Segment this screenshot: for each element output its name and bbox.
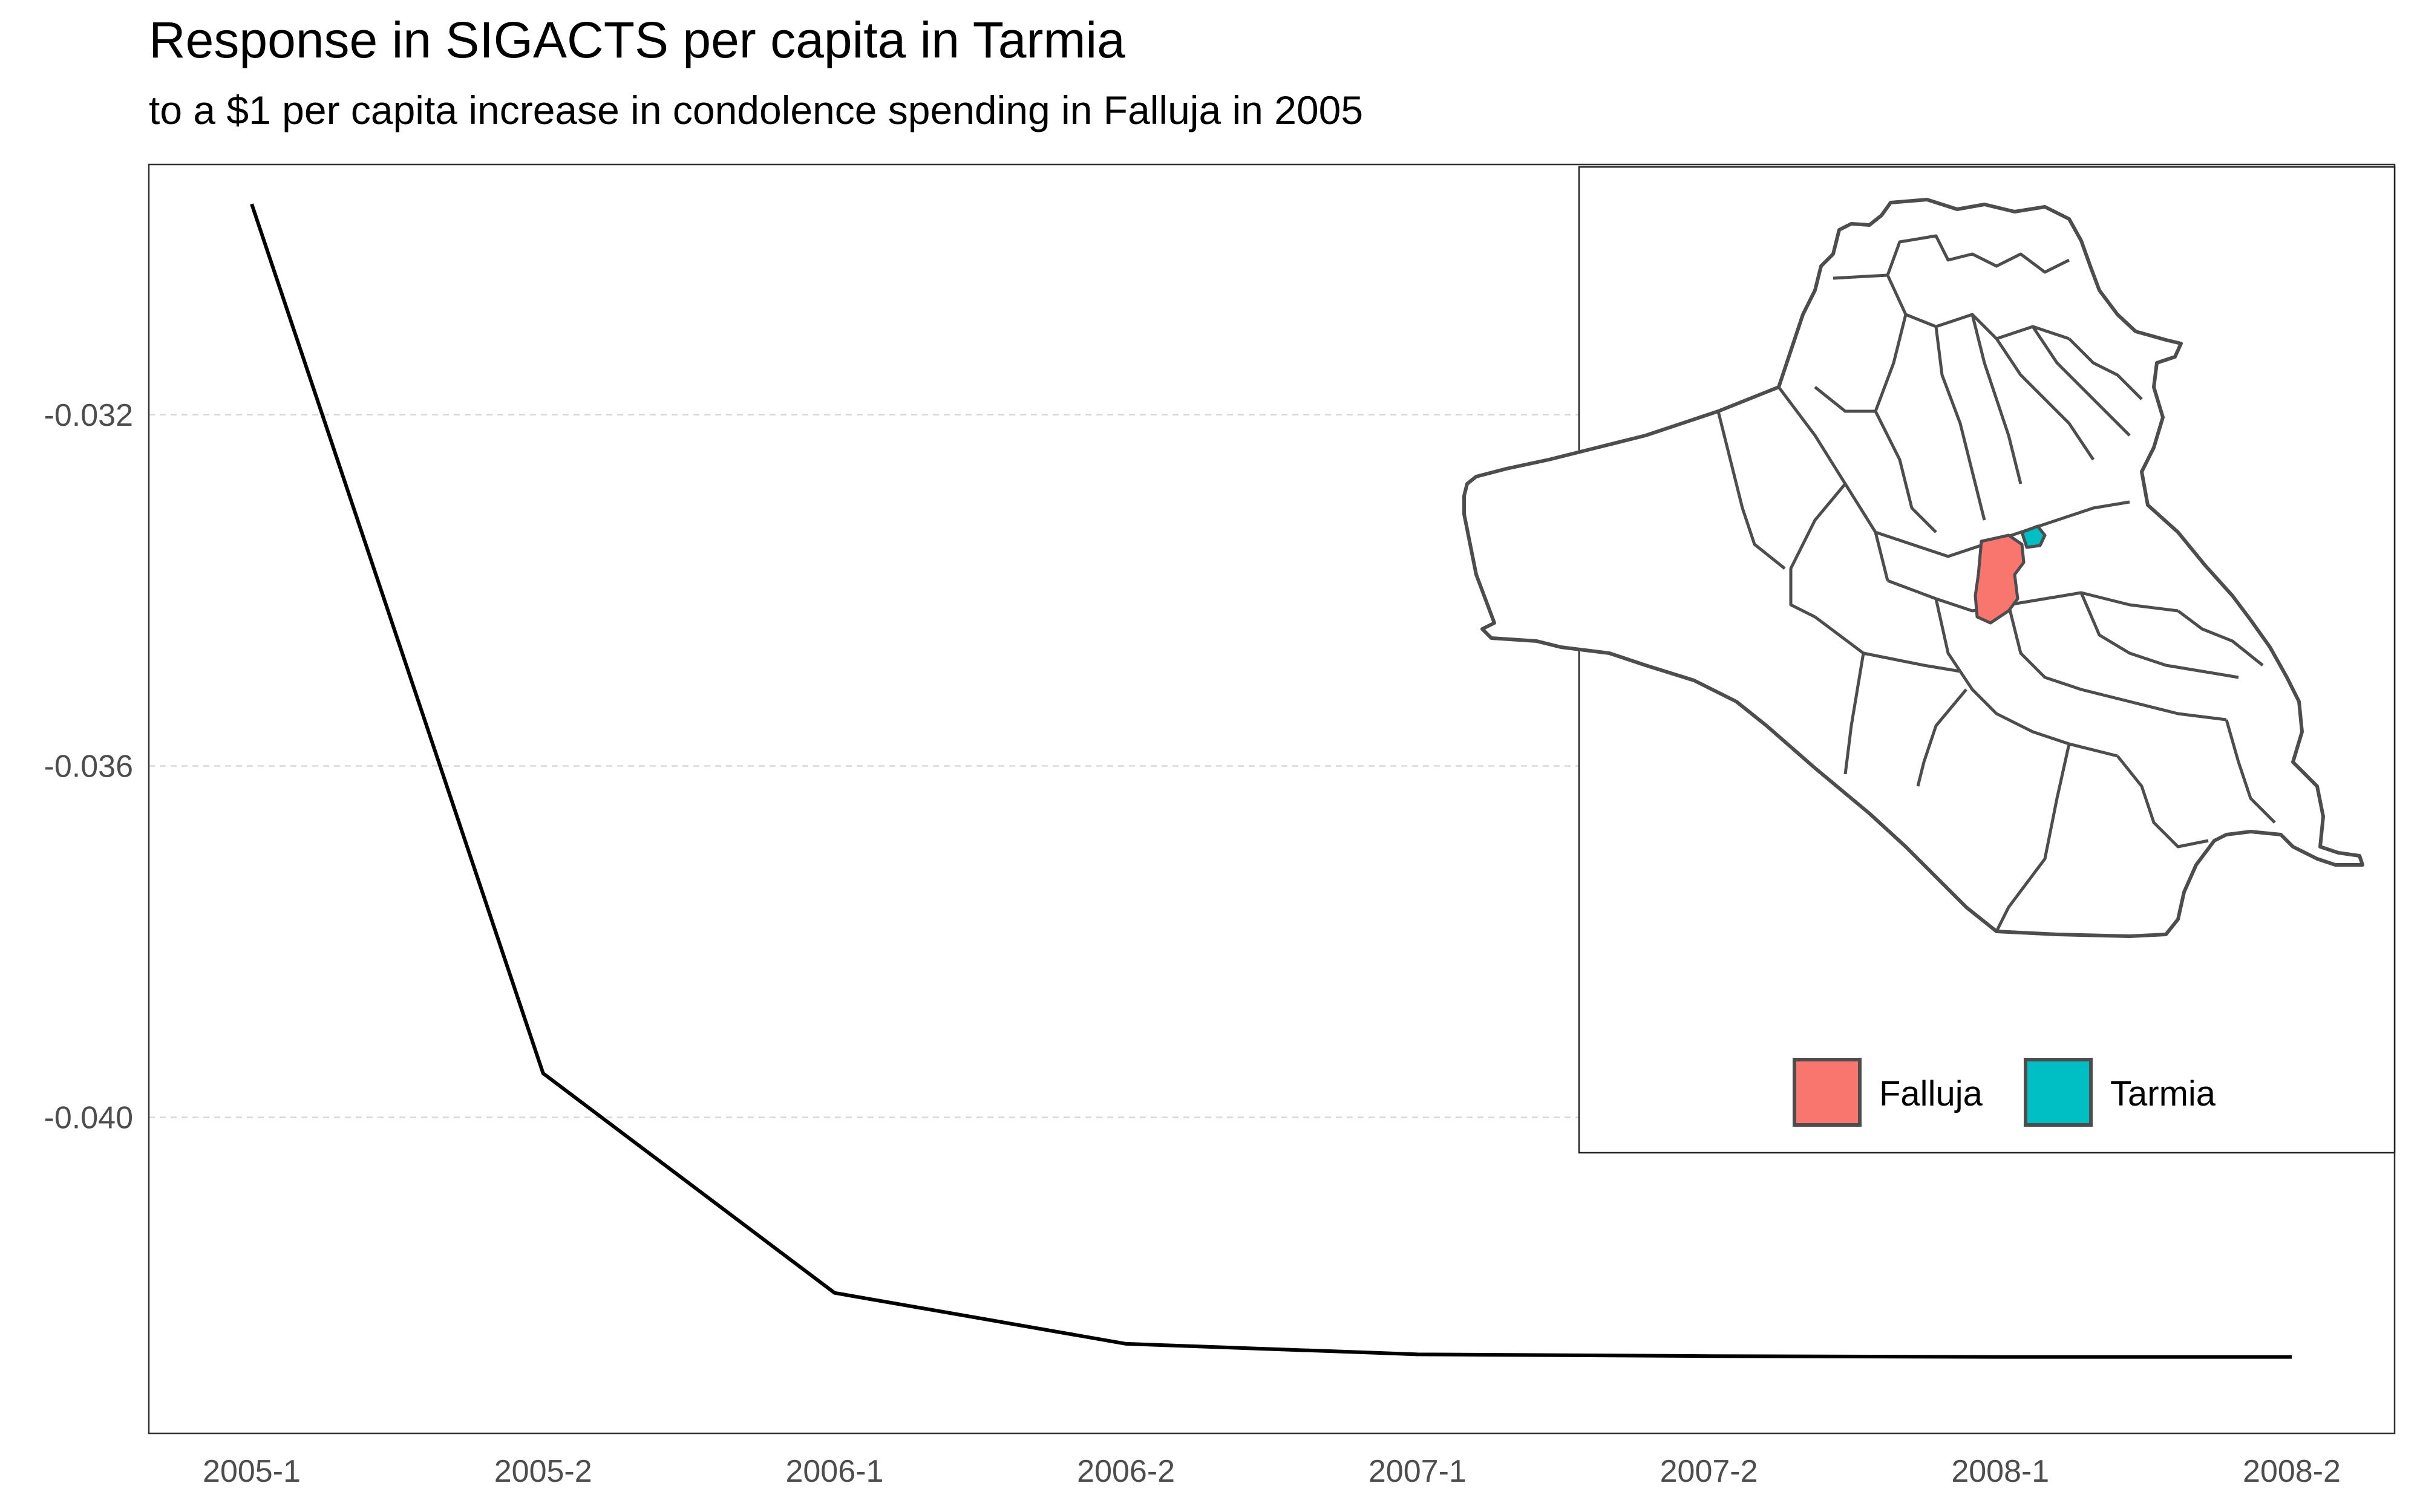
x-tick-label: 2007-1 [1369, 1454, 1467, 1489]
iraq-outline [1462, 198, 2364, 938]
legend-label-falluja: Falluja [1879, 1074, 1983, 1113]
chart-subtitle: to a $1 per capita increase in condolenc… [149, 88, 1364, 132]
inset-map: Falluja Tarmia [1462, 166, 2396, 1154]
y-tick-label: -0.032 [44, 398, 133, 433]
map-legend: Falluja Tarmia [1793, 1058, 2216, 1127]
x-tick-label: 2005-1 [203, 1454, 301, 1489]
y-axis: -0.032 -0.036 -0.040 [44, 398, 133, 1136]
y-tick-label: -0.036 [44, 749, 133, 784]
y-tick-label: -0.040 [44, 1100, 133, 1135]
x-tick-label: 2005-2 [494, 1454, 592, 1489]
gridlines [149, 414, 2395, 1118]
series-layer [250, 203, 2292, 1359]
legend-key-tarmia [2024, 1058, 2093, 1127]
x-axis: 2005-1 2005-2 2006-1 2006-2 2007-1 2007-2 2008… [203, 1454, 2341, 1489]
x-tick-label: 2008-1 [1951, 1454, 2049, 1489]
legend-key-falluja [1793, 1058, 1862, 1127]
x-tick-label: 2006-2 [1077, 1454, 1175, 1489]
x-tick-label: 2006-1 [785, 1454, 883, 1489]
x-tick-label: 2007-2 [1660, 1454, 1758, 1489]
legend-label-tarmia: Tarmia [2110, 1074, 2216, 1113]
tarmia-district [2020, 524, 2047, 549]
x-tick-label: 2008-2 [2243, 1454, 2341, 1489]
falluja-district [1974, 533, 2026, 625]
series-line [250, 203, 2292, 1359]
chart-title: Response in SIGACTS per capita in Tarmia [149, 11, 1125, 68]
iraq-map [1462, 198, 2364, 938]
